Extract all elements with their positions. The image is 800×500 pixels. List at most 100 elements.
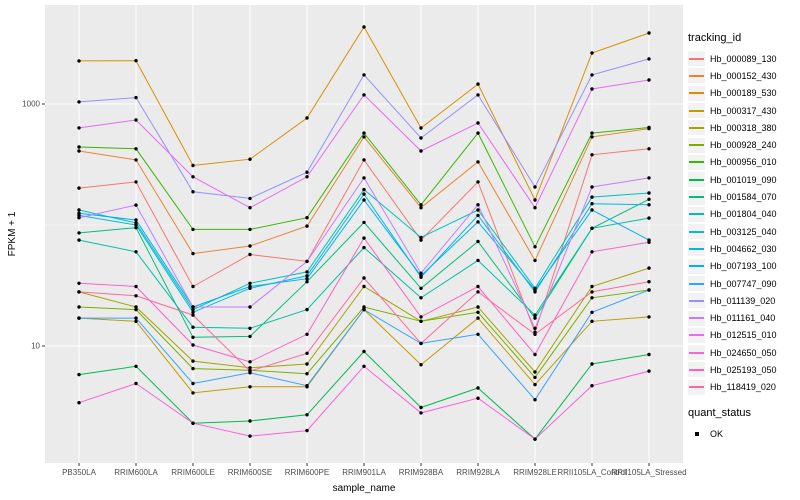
data-point	[590, 362, 594, 366]
data-point	[647, 203, 651, 207]
data-point	[191, 343, 195, 347]
data-point	[476, 332, 480, 336]
data-point	[305, 175, 309, 179]
legend-entry-label: Hb_000956_010	[710, 157, 777, 168]
data-point	[590, 296, 594, 300]
legend-key-line-icon	[688, 85, 705, 101]
legend-entry-label: Hb_007193_100	[710, 261, 777, 272]
data-point	[191, 359, 195, 363]
legend-key-line-icon	[688, 189, 705, 205]
legend-entry-label: Hb_001584_070	[710, 192, 777, 203]
data-point	[647, 280, 651, 284]
data-point	[191, 305, 195, 309]
data-point	[476, 386, 480, 390]
data-point	[77, 149, 81, 153]
data-point	[77, 208, 81, 212]
data-point	[134, 305, 138, 309]
data-point	[647, 266, 651, 270]
data-point	[305, 351, 309, 355]
data-point	[419, 411, 423, 415]
data-point	[134, 284, 138, 289]
data-point	[476, 93, 480, 97]
x-tick-label: RRIM901LA	[342, 468, 386, 477]
legend-title-tracking-id: tracking_id	[688, 32, 742, 44]
data-point	[77, 59, 81, 63]
legend-entry-Hb_000318_380: Hb_000318_380	[688, 119, 800, 136]
data-point	[533, 245, 537, 249]
data-point	[419, 296, 423, 300]
data-point	[533, 375, 537, 380]
data-point	[305, 270, 309, 274]
data-point	[134, 226, 138, 230]
data-point	[77, 216, 81, 220]
data-point	[419, 149, 423, 153]
data-point	[305, 116, 309, 120]
legend-key-line-icon	[688, 224, 705, 240]
data-point	[248, 419, 252, 423]
legend-entry-Hb_003125_040: Hb_003125_040	[688, 223, 800, 240]
data-point	[134, 223, 138, 227]
data-point	[647, 176, 651, 180]
legend-entry-Hb_000152_430: Hb_000152_430	[688, 67, 800, 84]
data-point	[476, 310, 480, 314]
data-point	[77, 305, 81, 309]
legend-entry-Hb_000317_430: Hb_000317_430	[688, 102, 800, 119]
data-point	[191, 307, 195, 312]
legend-entry-label: Hb_025193_050	[710, 364, 777, 375]
data-point	[590, 226, 594, 230]
data-point	[647, 78, 651, 82]
data-point	[647, 191, 651, 195]
data-point	[590, 195, 594, 199]
legend-entry-Hb_011161_040: Hb_011161_040	[688, 309, 800, 326]
data-point	[134, 95, 138, 100]
legend-key-line-icon	[688, 379, 705, 395]
data-point	[248, 305, 252, 309]
legend-entry-Hb_000189_530: Hb_000189_530	[688, 85, 800, 102]
data-point	[419, 315, 423, 319]
x-tick-label: RRIM600LE	[171, 468, 215, 477]
data-point	[305, 259, 309, 264]
data-point	[248, 157, 252, 161]
data-point	[362, 135, 366, 139]
data-point	[533, 288, 537, 292]
data-point	[419, 206, 423, 210]
data-point	[191, 227, 195, 232]
data-point	[77, 281, 81, 285]
x-tick-label: RRIM928BA	[399, 468, 444, 477]
data-point	[533, 206, 537, 210]
data-point	[590, 384, 594, 388]
data-point	[305, 170, 309, 174]
data-point	[77, 316, 81, 320]
data-point	[590, 290, 594, 294]
legend-key-line-icon	[688, 137, 705, 153]
data-point	[590, 284, 594, 289]
data-point	[191, 391, 195, 395]
data-point	[590, 135, 594, 139]
data-point	[476, 160, 480, 164]
data-point	[419, 405, 423, 410]
data-point	[134, 319, 138, 323]
data-point	[305, 428, 309, 433]
x-axis-title: sample_name	[333, 483, 396, 494]
data-point	[362, 245, 366, 250]
legend-entries-tracking-id: Hb_000089_130 Hb_000152_430 Hb_000189_530 H…	[688, 50, 800, 396]
data-point	[590, 185, 594, 189]
legend-entry-Hb_007747_090: Hb_007747_090	[688, 275, 800, 292]
data-point	[362, 349, 366, 354]
data-point	[134, 203, 138, 207]
data-point	[647, 147, 651, 151]
legend-key-line-icon	[688, 68, 705, 84]
data-point	[77, 401, 81, 405]
data-point	[362, 307, 366, 312]
data-point	[77, 126, 81, 130]
data-point	[533, 313, 537, 317]
x-tick-label: RRIM600SE	[228, 468, 272, 477]
data-point	[533, 437, 537, 441]
legend-entry-label: Hb_001019_090	[710, 174, 777, 185]
data-point	[305, 384, 309, 388]
legend-entry-Hb_000928_240: Hb_000928_240	[688, 136, 800, 153]
legend-key-line-icon	[688, 154, 705, 170]
data-point	[362, 305, 366, 309]
data-point	[476, 258, 480, 263]
legend-key-point-icon	[688, 426, 705, 441]
